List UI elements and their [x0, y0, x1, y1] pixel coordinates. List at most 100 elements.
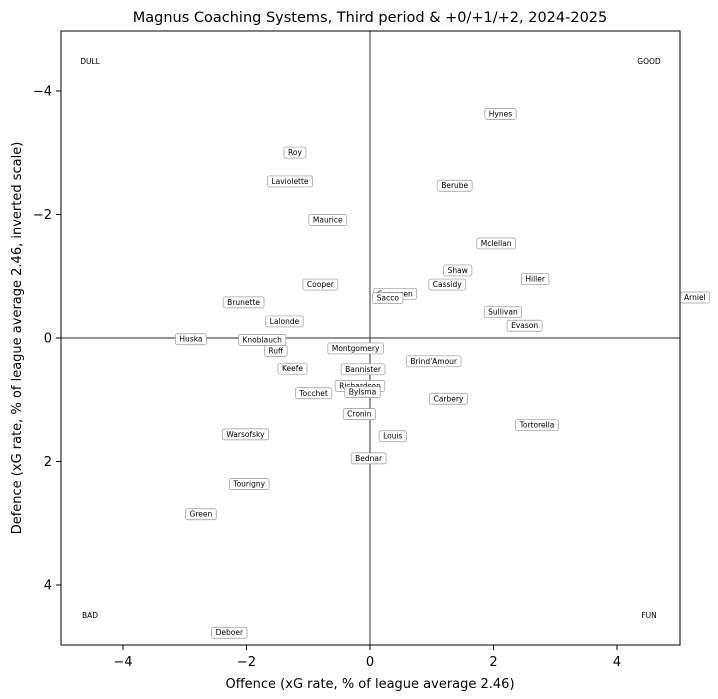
point-label-box: [378, 430, 407, 443]
point-label-box: [308, 214, 348, 226]
point-label: Mclellan: [481, 239, 512, 248]
point-label: Ruff: [268, 346, 284, 355]
point-label: Shaw: [448, 266, 468, 275]
point-label: Montgomery: [332, 344, 380, 353]
quadrant-label-good: GOOD: [637, 57, 661, 66]
point-label: Warsofsky: [226, 430, 265, 439]
x-tick-label: 0: [366, 655, 374, 670]
data-point-deboer: Deboer: [211, 626, 248, 639]
point-label-box: [211, 626, 248, 639]
x-axis-label: Offence (xG rate, % of league average 2.…: [225, 677, 514, 692]
point-label: Sacco: [377, 294, 400, 303]
y-tick-label: 0: [44, 332, 52, 347]
point-label-box: [340, 363, 386, 376]
point-label: Bannister: [345, 365, 382, 374]
quadrant-label-dull: DULL: [80, 57, 100, 66]
point-label-box: [277, 362, 308, 375]
data-point-lalonde: Lalonde: [265, 315, 304, 328]
point-label-box: [222, 428, 269, 441]
point-label-box: [350, 452, 387, 465]
x-tick-label: −4: [113, 655, 132, 670]
point-label: Tourigny: [232, 480, 265, 489]
data-point-laviolette: Laviolette: [267, 175, 313, 188]
data-point-cronin: Cronin: [342, 408, 376, 420]
data-point-louis: Louis: [378, 430, 407, 443]
point-label: Tocchet: [298, 389, 328, 398]
point-label-box: [515, 419, 559, 432]
points-layer: Hynes Roy Laviolette Berube Maurice Mclellan S…: [175, 108, 711, 639]
data-point-keefe: Keefe: [277, 362, 308, 375]
point-label: Hiller: [525, 275, 546, 284]
point-label-box: [267, 175, 313, 188]
point-label-box: [428, 278, 467, 291]
point-label: Louis: [383, 432, 402, 441]
data-point-ruff: Ruff: [264, 345, 288, 357]
data-point-warsofsky: Warsofsky: [222, 428, 269, 441]
point-label-box: [342, 408, 376, 420]
quadrant-label-fun: FUN: [641, 611, 656, 620]
point-label: Roy: [288, 148, 302, 157]
point-label: Bednar: [355, 454, 383, 463]
data-point-tortorella: Tortorella: [515, 419, 559, 432]
point-label-box: [476, 237, 516, 250]
point-label-box: [185, 508, 217, 521]
data-point-evason: Evason: [506, 319, 543, 332]
y-tick-label: −2: [33, 208, 52, 223]
y-tick-label: 2: [44, 455, 52, 470]
point-label: Lalonde: [270, 317, 300, 326]
point-label-box: [265, 315, 304, 328]
point-label: Huska: [179, 335, 202, 344]
point-label-box: [228, 478, 270, 490]
point-label: Sullivan: [488, 308, 518, 317]
y-tick-label: 4: [44, 579, 52, 594]
data-point-montgomery: Montgomery: [327, 342, 384, 355]
point-label: Brind'Amour: [410, 357, 458, 366]
point-label: Keefe: [282, 364, 303, 373]
point-label-box: [429, 392, 468, 405]
point-label-box: [372, 292, 404, 304]
point-label: Tortorella: [519, 421, 555, 430]
data-point-shaw: Shaw: [443, 264, 473, 277]
x-tick-label: 2: [489, 655, 497, 670]
point-label: Cassidy: [433, 280, 462, 289]
data-point-roy: Roy: [283, 146, 307, 159]
point-label: Cooper: [307, 280, 335, 289]
data-point-bednar: Bednar: [350, 452, 387, 465]
data-point-tocchet: Tocchet: [294, 387, 333, 400]
point-label-box: [222, 296, 265, 309]
data-point-huska: Huska: [175, 333, 207, 346]
data-point-knoblauch: Knoblauch: [238, 333, 287, 346]
point-label: Arniel: [684, 293, 706, 302]
point-label: Maurice: [313, 216, 343, 225]
point-label-box: [443, 264, 473, 277]
point-label: Laviolette: [271, 177, 308, 186]
x-axis: −4 −2 0 2 4: [113, 645, 621, 670]
point-label: Carbery: [434, 394, 464, 403]
y-tick-label: −4: [33, 85, 52, 100]
point-label-box: [283, 146, 307, 159]
point-label-box: [344, 386, 381, 398]
point-label-box: [405, 355, 462, 368]
point-label-box: [327, 342, 384, 355]
data-point-sullivan: Sullivan: [483, 306, 523, 319]
point-label-box: [506, 319, 543, 332]
plot-area: Hynes Roy Laviolette Berube Maurice Mclellan S…: [60, 30, 711, 646]
x-tick-label: −2: [237, 655, 256, 670]
data-point-green: Green: [185, 508, 217, 521]
data-point-maurice: Maurice: [308, 214, 348, 226]
point-label: Brunette: [227, 298, 260, 307]
point-label-box: [302, 278, 339, 291]
data-point-brunette: Brunette: [222, 296, 265, 309]
point-label: Bylsma: [349, 388, 376, 397]
point-label: Knoblauch: [243, 335, 283, 344]
quadrant-label-bad: BAD: [82, 611, 98, 620]
data-point-tourigny: Tourigny: [228, 478, 270, 490]
point-label-box: [294, 387, 333, 400]
point-label-box: [483, 306, 523, 319]
chart-title: Magnus Coaching Systems, Third period & …: [133, 10, 608, 26]
point-label-box: [238, 333, 287, 346]
data-point-bannister: Bannister: [340, 363, 386, 376]
data-point-berube: Berube: [436, 179, 473, 192]
point-label: Green: [190, 510, 213, 519]
point-label: Hynes: [489, 109, 512, 118]
